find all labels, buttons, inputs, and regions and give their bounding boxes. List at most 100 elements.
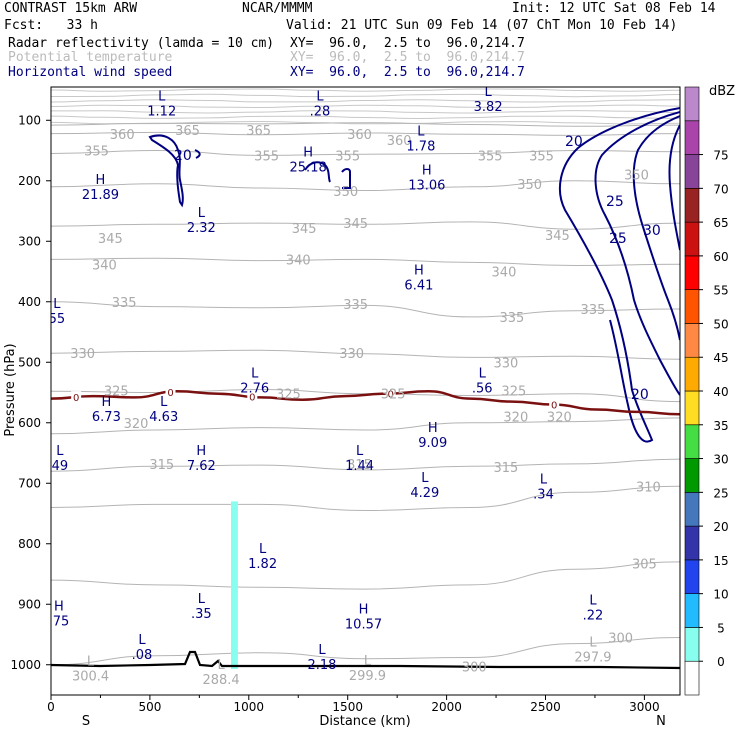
extremum-type: L [56,444,64,459]
colorbar-swatch [684,492,700,527]
theta-label: 325 [501,385,526,400]
theta-contour-315 [51,458,680,472]
wind-contour-20-mid [304,161,331,183]
theta-label: 350 [624,169,649,184]
extremum-type: H [359,602,369,617]
colorbar-label: 30 [713,453,728,467]
freezing-level-label: 0 [249,393,255,404]
colorbar-label: 20 [713,520,728,534]
extremum-type: L [160,395,168,410]
colorbar-title: dBZ [709,84,735,99]
theta-label: 305 [632,558,657,573]
theta-label: 355 [84,145,109,160]
plot-frame [50,86,681,696]
theta-contour-upper [51,115,680,120]
extremum-value: .08 [132,648,153,663]
y-tick-label: 600 [18,416,41,430]
colorbar-swatch [684,255,700,290]
extremum-value: .56 [472,381,493,396]
extremum-type: L [318,643,326,658]
extremum-type: L [158,89,166,104]
extremum-type: H [414,264,424,279]
freezing-label-bg [385,387,396,400]
extremum-type: L [259,542,267,557]
extremum-value: 25.18 [290,161,327,176]
colorbar-label: 40 [713,385,728,399]
field-theta-name: Potential temperature [8,50,173,65]
theta-contour-330 [51,349,680,360]
init-time: Init: 12 UTC Sat 08 Feb 14 [512,1,716,16]
theta-contour-340 [51,257,680,267]
theta-contour-305 [51,561,680,590]
x-axis-right-label: N [656,714,666,729]
colorbar-label: 0 [717,655,725,669]
theta-label: 325 [104,385,129,400]
extremum-type: L [589,593,597,608]
theta-label: 360 [347,128,372,143]
extremum-type: L [417,124,425,139]
freezing-level-label: 0 [167,388,173,399]
extremum-type: H [54,599,64,614]
extremum-value: 10.57 [345,617,382,632]
extremum-type: L [421,471,429,486]
theta-label: 335 [581,303,606,318]
colorbar-swatch [684,120,700,155]
theta-label: 315 [347,458,372,473]
extremum-type: L [589,636,597,651]
extremum-type: L [479,366,487,381]
theta-label: 350 [517,178,542,193]
freezing-level-label: 0 [73,393,79,404]
field-wind-xy: XY= 96.0, 2.5 to 96.0,214.7 [290,65,525,80]
extremum-value: 299.9 [349,669,386,684]
theta-label: 300 [462,661,487,676]
theta-label: 330 [494,356,519,371]
y-tick-label: 100 [18,113,41,127]
wind-contour-20-west-b [194,149,201,159]
extremum-value: .35 [191,607,212,622]
theta-label: 365 [175,124,200,139]
wind-label: 30 [643,223,661,239]
y-tick-label: 800 [18,537,41,551]
y-tick-label: 700 [18,476,41,490]
wind-contour-labels: 20 20 25 30 25 20 [174,134,661,403]
colorbar-swatch [684,154,700,189]
org-name: NCAR/MMMM [242,1,313,16]
theta-label: 335 [499,311,524,326]
extremum-type: L [251,366,259,381]
theta-label: 360 [387,134,412,149]
colorbar: 0 5 10 15 20 25 30 35 40 45 50 55 60 65 70 75 [684,86,729,696]
colorbar-swatch [684,86,700,122]
extremum-value: 1.12 [147,104,176,119]
extremum-value: 6.73 [92,410,121,425]
y-tick-label: 900 [18,597,41,611]
theta-label: 335 [343,298,368,313]
extremum-value: 6.41 [404,279,433,294]
extremum-type: H [303,146,313,161]
extremum-type: L [356,444,364,459]
theta-label: 355 [254,149,279,164]
forecast-hour: Fcst: 33 h [4,18,98,33]
theta-label: 345 [98,232,123,247]
y-tick-label: 400 [18,295,41,309]
x-tick-label: 1500 [332,700,363,714]
wind-speed-contours [148,107,680,443]
field-reflectivity-xy: XY= 96.0, 2.5 to 96.0,214.7 [290,36,525,51]
extremum-type: H [96,173,106,188]
freezing-label-bg [165,386,176,399]
theta-contour-upper [51,104,680,109]
freezing-level-line [51,390,680,416]
wind-contour-20-mid-b [341,168,351,189]
theta-contour-upper [51,110,680,114]
extremum-value: 2.18 [308,658,337,673]
extremum-value: 300.4 [72,669,109,684]
colorbar-swatch [684,323,700,358]
colorbar-label: 5 [717,621,725,635]
y-axis-title: Pressure (hPa) [3,343,18,436]
colorbar-swatch [684,424,700,459]
extremum-type: L [53,297,61,312]
theta-label: 360 [110,128,135,143]
extremum-type: L [316,89,324,104]
theta-contour-upper [51,93,680,98]
